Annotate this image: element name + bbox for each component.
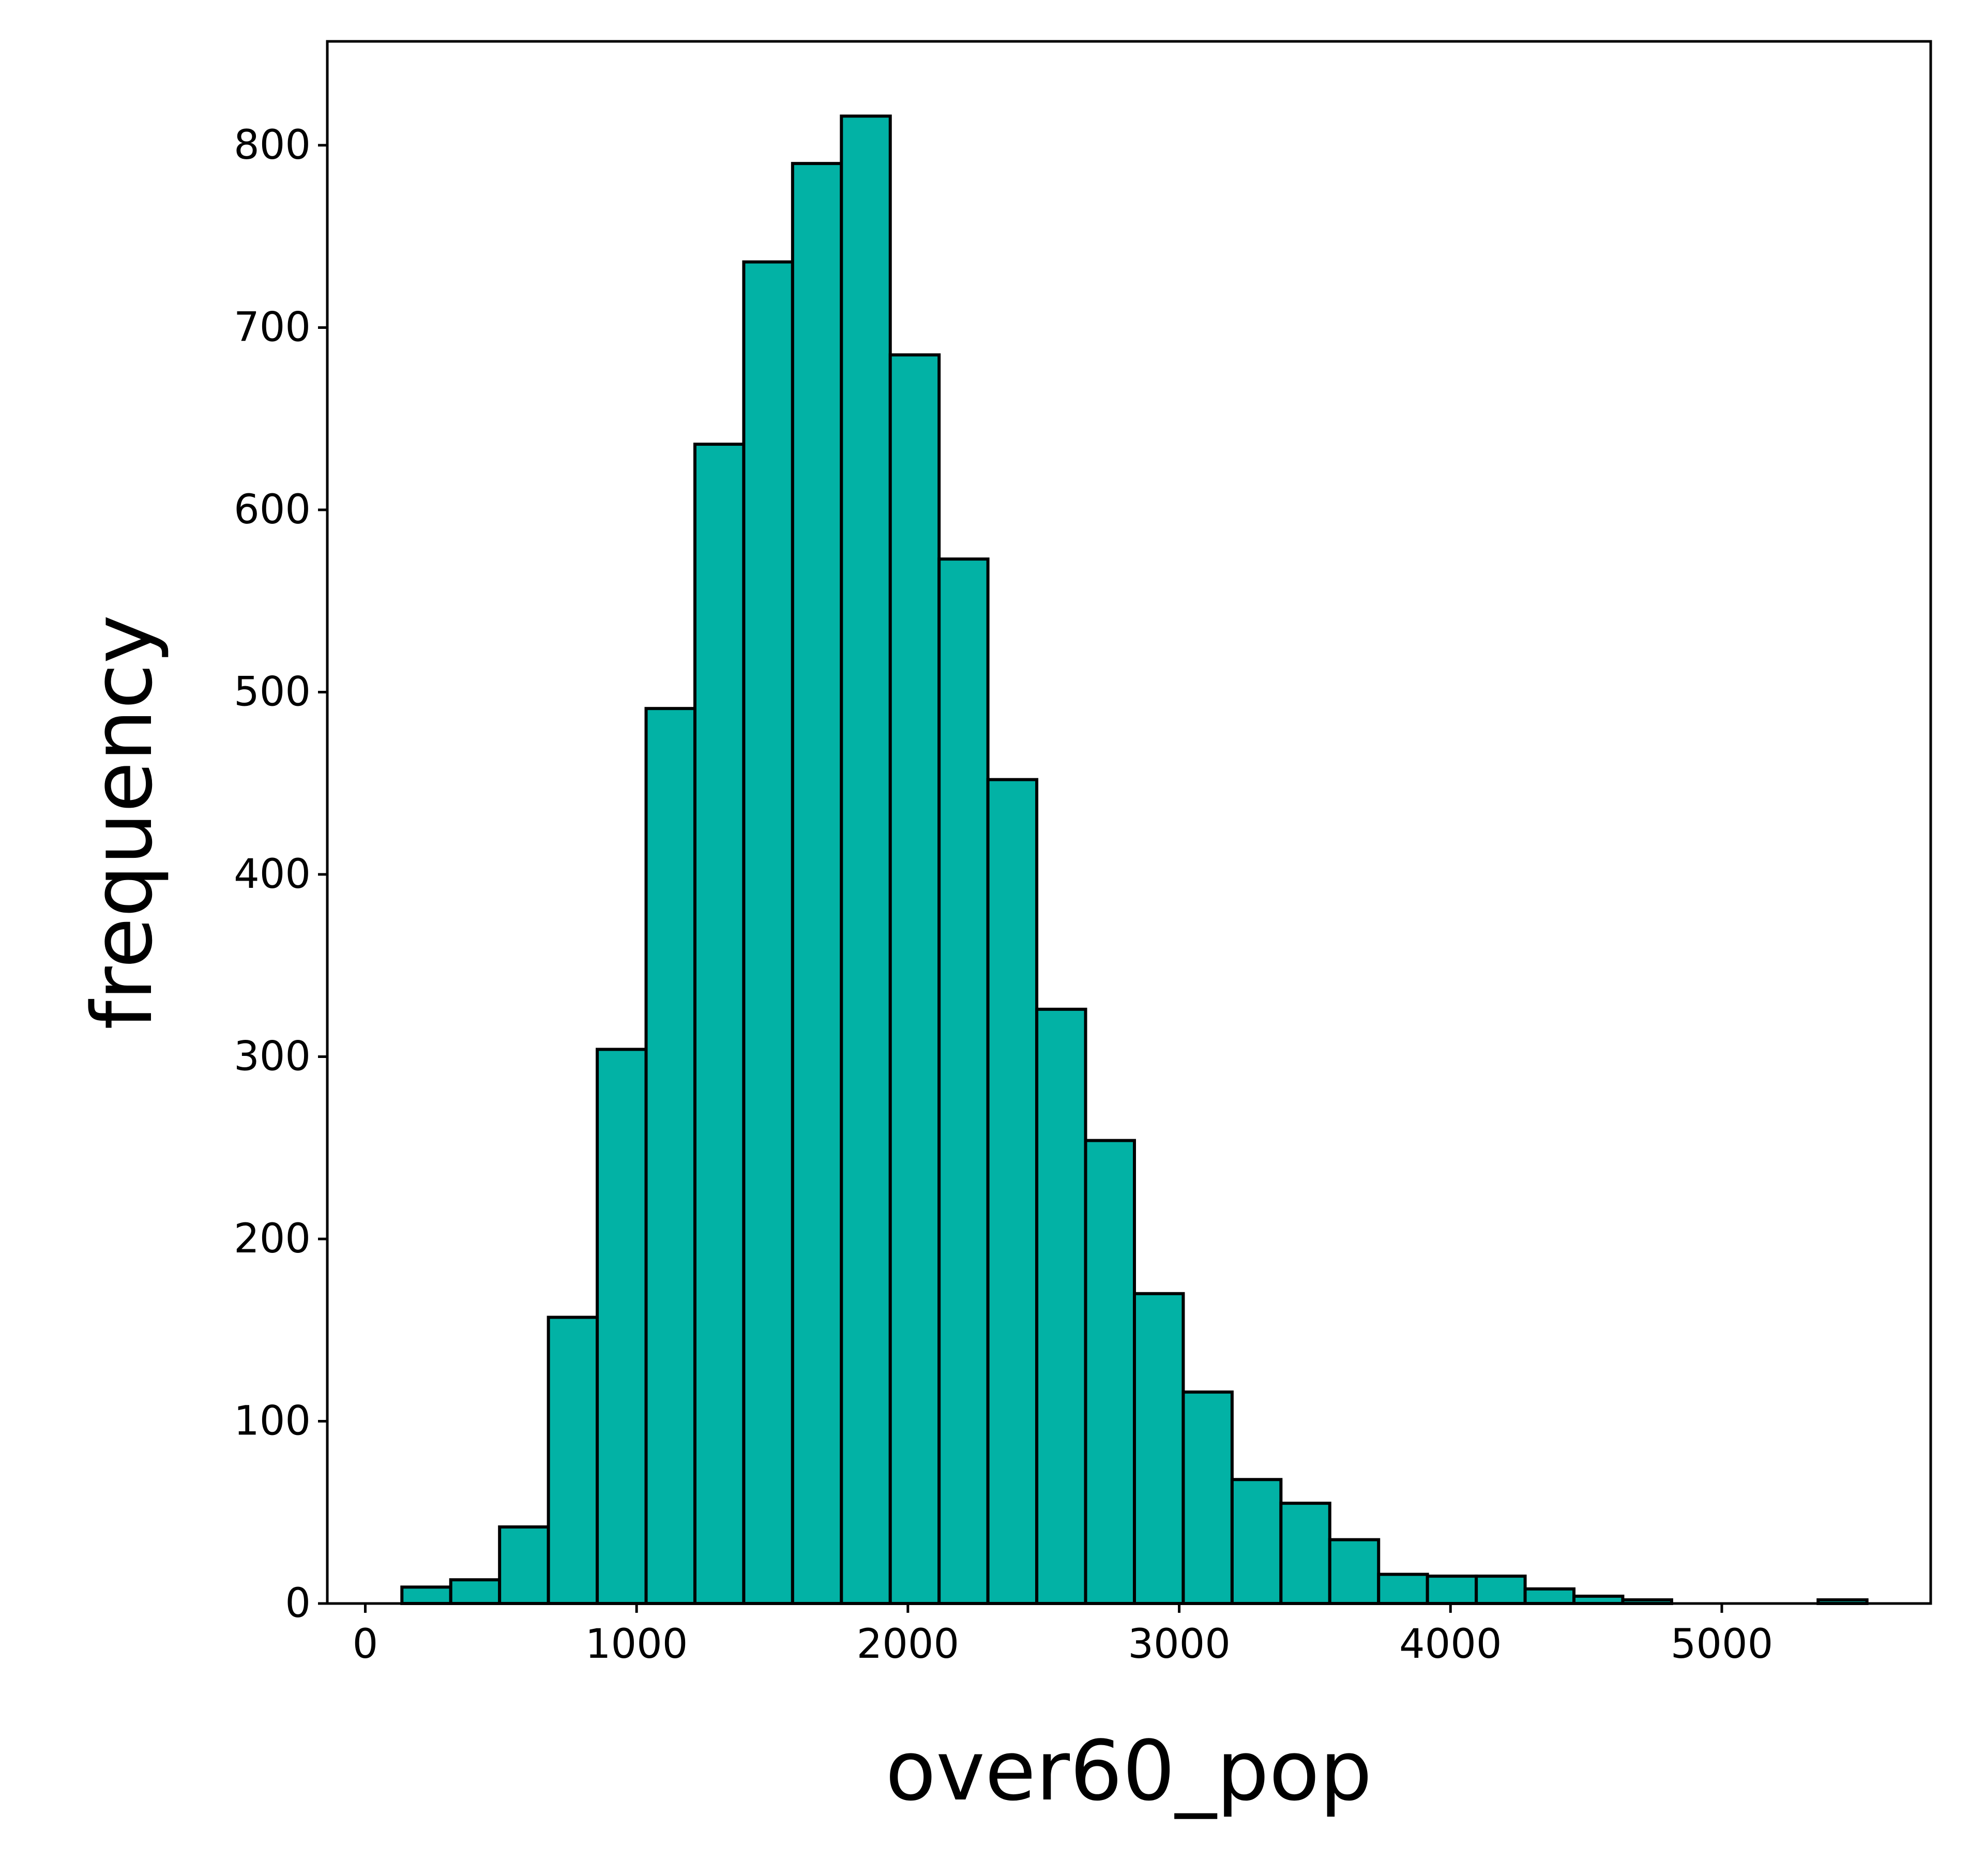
x-tick-label: 4000: [1399, 1621, 1502, 1668]
histogram-bar: [1476, 1576, 1525, 1603]
histogram-bar: [841, 116, 890, 1603]
y-axis-title: frequency: [74, 615, 171, 1030]
x-axis-title: over60_pop: [885, 1722, 1372, 1819]
histogram-bar: [939, 559, 988, 1603]
y-tick-label: 600: [234, 487, 311, 533]
histogram-bar: [695, 444, 744, 1603]
histogram-bar: [1281, 1503, 1329, 1603]
x-tick-label: 5000: [1671, 1621, 1774, 1668]
histogram-bar: [1037, 1009, 1085, 1603]
histogram-bar: [549, 1318, 597, 1603]
histogram-bar: [402, 1587, 450, 1603]
y-tick-label: 300: [234, 1033, 311, 1080]
y-tick-label: 400: [234, 851, 311, 898]
y-tick-label: 200: [234, 1216, 311, 1262]
histogram-bar: [451, 1580, 499, 1603]
histogram-bar: [1525, 1589, 1574, 1603]
x-tick-label: 2000: [857, 1621, 960, 1668]
histogram-bar: [1428, 1576, 1476, 1603]
x-tick-label: 0: [353, 1621, 378, 1668]
histogram-bar: [793, 163, 841, 1603]
y-tick-label: 800: [234, 122, 311, 169]
histogram-bar: [499, 1527, 548, 1603]
histogram-bar: [597, 1049, 646, 1603]
histogram-bar: [744, 262, 792, 1603]
y-tick-label: 0: [285, 1580, 311, 1627]
y-tick-label: 700: [234, 304, 311, 351]
histogram-bar: [1378, 1575, 1427, 1603]
histogram-bar: [1134, 1294, 1183, 1603]
y-tick-label: 500: [234, 669, 311, 715]
histogram-bar: [1086, 1141, 1134, 1603]
histogram-bar: [1232, 1479, 1281, 1603]
histogram-bar: [646, 708, 695, 1603]
histogram-bar: [988, 780, 1037, 1603]
histogram-bar: [1330, 1540, 1378, 1603]
x-tick-label: 1000: [585, 1621, 688, 1668]
y-tick-label: 100: [234, 1398, 311, 1444]
histogram-bar: [1183, 1392, 1232, 1603]
x-tick-label: 3000: [1128, 1621, 1231, 1668]
histogram-bar: [890, 355, 939, 1603]
